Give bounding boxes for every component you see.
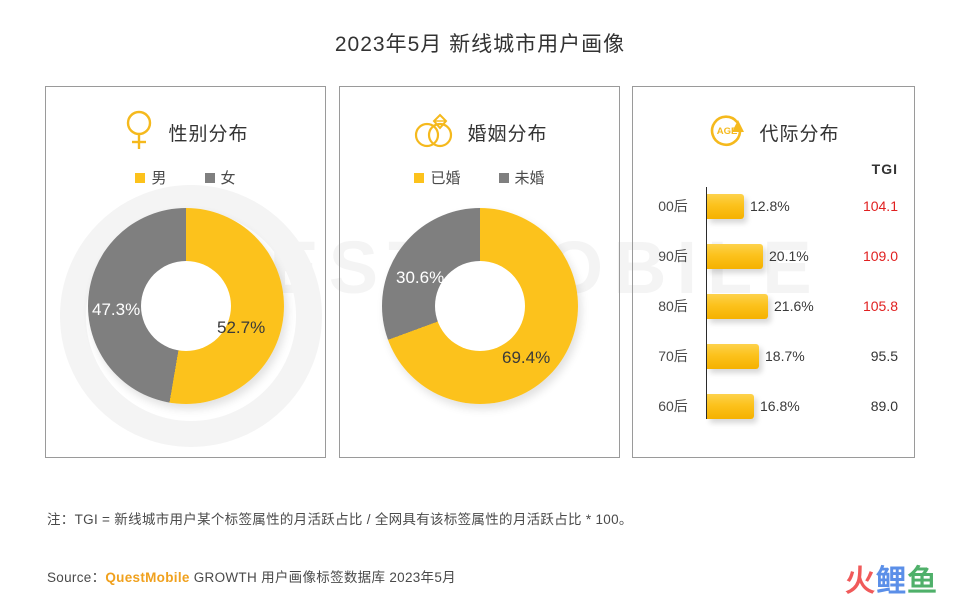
panel-gender-header: 性别分布 [46, 109, 325, 155]
bar-tgi-4: 89.0 [870, 398, 898, 414]
bar-category-1: 90后 [658, 248, 688, 264]
legend-swatch-female [204, 172, 215, 183]
bar-tgi-0: 104.1 [862, 198, 898, 214]
footnote-text: 注：TGI = 新线城市用户某个标签属性的月活跃占比 / 全网具有该标签属性的月… [47, 512, 633, 527]
marital-legend: 已婚 未婚 [340, 167, 619, 188]
bar-pct-2: 21.6% [774, 298, 814, 314]
bar-category-3: 70后 [658, 348, 688, 364]
huoliyu-logo: 火鲤鱼 [845, 556, 938, 600]
legend-swatch-single [498, 172, 509, 183]
marital-donut-ring [381, 208, 578, 404]
bar-2 [707, 293, 768, 319]
wedding-rings-icon [411, 109, 455, 156]
table-row: 60后 16.8% 89.0 [633, 383, 914, 429]
panel-marital-header: 婚姻分布 [340, 109, 619, 155]
bar-chart-axis [706, 187, 707, 419]
bar-tgi-3: 95.5 [870, 348, 898, 364]
gender-label-male: 52.7% [217, 318, 266, 337]
marital-donut-hole [434, 261, 525, 351]
legend-item-male: 男 [135, 167, 167, 188]
marital-label-married: 69.4% [502, 348, 551, 367]
source-rest: GROWTH 用户画像标签数据库 2023年5月 [189, 570, 456, 585]
legend-item-female: 女 [204, 167, 236, 188]
bar-1 [707, 243, 763, 269]
bar-pct-0: 12.8% [750, 198, 790, 214]
legend-label-married: 已婚 [430, 170, 461, 187]
legend-label-single: 未婚 [514, 170, 545, 187]
age-cycle-icon: AGE [707, 110, 747, 155]
legend-item-married: 已婚 [414, 167, 461, 188]
bar-4 [707, 393, 754, 419]
age-bar-chart: TGI 00后 12.8% 104.1 90后 20.1% 109.0 80后 … [633, 161, 914, 441]
legend-swatch-married [414, 172, 425, 183]
gender-label-female: 47.3% [92, 300, 141, 319]
svg-text:AGE: AGE [717, 126, 738, 137]
page-title: 2023年5月 新线城市用户画像 [334, 33, 626, 56]
bar-pct-1: 20.1% [769, 248, 809, 264]
panel-gender-title: 性别分布 [168, 123, 249, 145]
gender-legend: 男 女 [46, 167, 325, 188]
panel-marital-distribution: 婚姻分布 已婚 未婚 69.4% 30.6% [339, 86, 620, 458]
legend-swatch-male [135, 172, 146, 183]
table-row: 70后 18.7% 95.5 [633, 333, 914, 379]
legend-label-female: 女 [220, 170, 236, 187]
source-prefix: Source： [47, 570, 106, 585]
bar-pct-3: 18.7% [765, 348, 805, 364]
bar-tgi-2: 105.8 [862, 298, 898, 314]
bar-tgi-1: 109.0 [862, 248, 898, 264]
bar-3 [707, 343, 759, 369]
gender-donut-ring [87, 208, 284, 404]
source-brand: QuestMobile [105, 570, 190, 585]
gender-donut-hole [140, 261, 231, 351]
bar-0 [707, 193, 744, 219]
panel-age-header: AGE 代际分布 [633, 109, 914, 155]
bar-pct-4: 16.8% [760, 398, 800, 414]
table-row: 80后 21.6% 105.8 [633, 283, 914, 329]
logo-char-3: 鱼 [907, 565, 938, 598]
source-line: Source：QuestMobile GROWTH 用户画像标签数据库 2023… [47, 566, 456, 586]
gender-donut-chart: 52.7% 47.3% [46, 200, 325, 450]
panel-gender-distribution: 性别分布 男 女 52.7% 47.3% [45, 86, 326, 458]
panel-marital-title: 婚姻分布 [467, 123, 548, 145]
legend-label-male: 男 [151, 170, 167, 187]
logo-char-1: 火 [845, 565, 876, 598]
table-row: 90后 20.1% 109.0 [633, 233, 914, 279]
bar-category-4: 60后 [658, 398, 688, 414]
female-symbol-icon [122, 109, 156, 156]
panel-age-title: 代际分布 [759, 123, 840, 145]
legend-item-single: 未婚 [498, 167, 545, 188]
tgi-column-header: TGI [871, 161, 898, 177]
marital-donut-chart: 69.4% 30.6% [340, 200, 619, 450]
bar-category-2: 80后 [658, 298, 688, 314]
bar-category-0: 00后 [658, 198, 688, 214]
table-row: 00后 12.8% 104.1 [633, 183, 914, 229]
logo-char-2: 鲤 [876, 565, 907, 598]
panel-age-distribution: AGE 代际分布 TGI 00后 12.8% 104.1 90后 20.1% 1… [632, 86, 915, 458]
marital-label-single: 30.6% [396, 268, 445, 287]
